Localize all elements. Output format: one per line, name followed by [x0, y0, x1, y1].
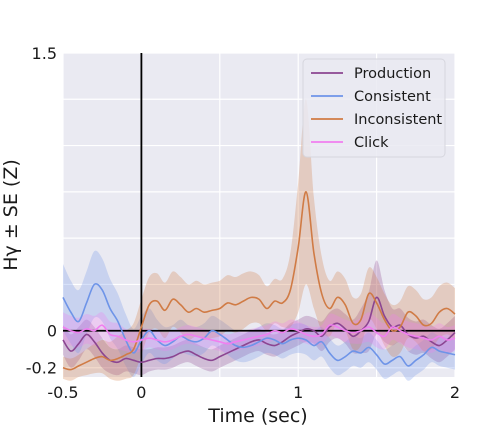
- legend-box: [302, 58, 446, 158]
- y-axis-label: Hγ ± SE (Z): [0, 159, 22, 270]
- x-tick-label: 0: [136, 383, 146, 402]
- x-tick-label: 2: [450, 383, 460, 402]
- legend-label-consistent: Consistent: [354, 89, 431, 105]
- series-line-production: [62, 296, 456, 364]
- legend-label-click: Click: [354, 135, 389, 151]
- legend: Production Consistent Inconsistent Click: [302, 58, 446, 158]
- series-line-click: [62, 324, 456, 345]
- y-tick-labels: 1.5 0 -0.2: [26, 44, 57, 378]
- error-band-production: [63, 260, 455, 376]
- y-tick-label: -0.2: [26, 359, 57, 378]
- y-tick-label: 0: [47, 322, 57, 341]
- y-tick-label: 1.5: [32, 44, 57, 63]
- x-tick-label: 1: [293, 383, 303, 402]
- error-band-inconsistent: [63, 99, 455, 381]
- series-line-consistent: [62, 283, 456, 367]
- series-lines: [62, 191, 456, 371]
- x-axis-label: Time (sec): [207, 405, 307, 427]
- x-tick-labels: -0.5 0 1 2: [47, 383, 460, 402]
- legend-label-production: Production: [354, 66, 431, 82]
- legend-label-inconsistent: Inconsistent: [354, 112, 442, 128]
- error-band-consistent: [63, 250, 455, 381]
- x-tick-label: -0.5: [47, 383, 78, 402]
